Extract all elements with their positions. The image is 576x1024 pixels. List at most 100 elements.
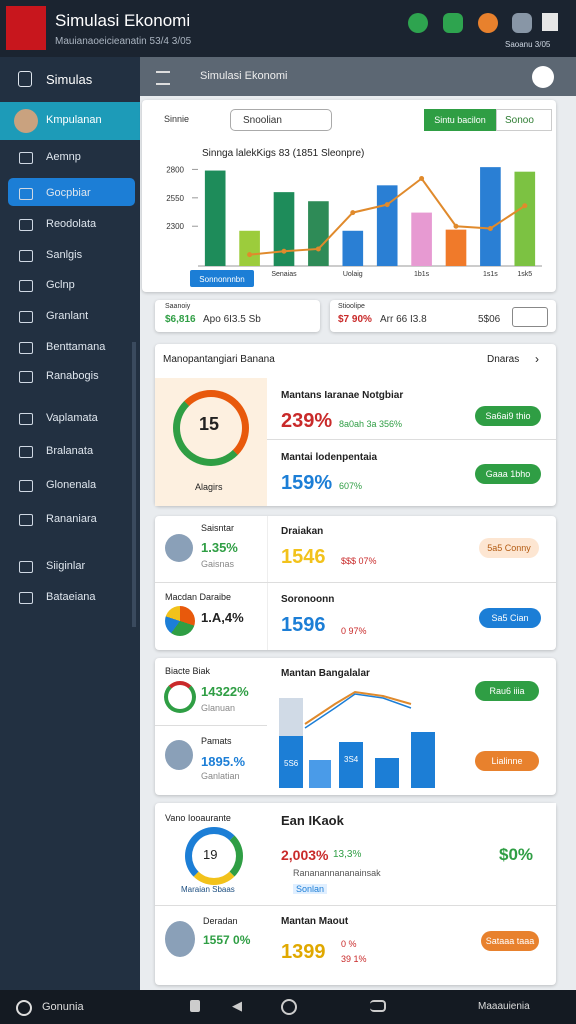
status-icon[interactable]: [408, 13, 428, 33]
profile-row[interactable]: Kmpulanan: [0, 102, 140, 140]
row-button[interactable]: 5a5 Conny: [479, 538, 539, 558]
user-label: Saoanu 3/05: [505, 40, 551, 49]
trend-point: [487, 226, 493, 231]
row-title: Mantans Iaranae Notgbiar: [281, 390, 404, 401]
legend-button[interactable]: [190, 270, 254, 287]
active-item[interactable]: [8, 178, 135, 206]
chart-title: Sinnga lalekKigs 83 (1851 Sleonpre): [202, 148, 364, 159]
filter-button[interactable]: Sintu bacilon: [424, 109, 496, 131]
menu-item[interactable]: Rananiara: [46, 513, 97, 525]
divider: [155, 582, 556, 583]
select-dropdown[interactable]: Sonoo: [496, 109, 552, 131]
row-name: Saisntar: [201, 523, 235, 533]
row-button[interactable]: Gaaa 1bho: [475, 464, 541, 484]
row-button[interactable]: Sa5 Cian: [479, 608, 541, 628]
mini-bar-label: 5S6: [284, 759, 299, 768]
user-icon[interactable]: [532, 66, 554, 88]
footer-icon: [16, 1000, 32, 1016]
filter-detail: Apo 6I3.5 Sb: [203, 314, 261, 325]
nav-back[interactable]: ◀: [232, 998, 242, 1013]
footer-right: Maaauienia: [478, 1001, 530, 1012]
trend-point: [281, 248, 287, 254]
bar: [445, 229, 467, 266]
nav-return[interactable]: [370, 1000, 386, 1012]
row-name: Deradan: [203, 916, 238, 926]
filter-card[interactable]: Saanoiy $6,816 Apo 6I3.5 Sb: [155, 300, 320, 332]
row-big: 1596: [281, 614, 326, 636]
filter-toggle[interactable]: [512, 307, 548, 327]
filter-card[interactable]: Stioolipe $7 90% Arr 66 I3.8 5$06: [330, 300, 556, 332]
divider: [267, 516, 268, 650]
menu-item-icon: [19, 371, 33, 383]
row-big: 1546: [281, 546, 326, 568]
card-title: Manopantangiari Banana: [163, 354, 275, 365]
menu-item-icon: [19, 446, 33, 458]
y-tick-label: 2300: [166, 222, 184, 231]
row-name: Macdan Daraibe: [165, 592, 232, 602]
menu-item[interactable]: Vaplamata: [46, 412, 98, 424]
row-button[interactable]: Sa6ai9 thio: [475, 406, 541, 426]
trend-point: [384, 202, 390, 208]
menu-item[interactable]: Gocpbiar: [46, 187, 91, 199]
card-b: Saisntar 1.35% Gaisnas Draiakan 1546 $$$…: [155, 516, 556, 650]
menu-item[interactable]: Bralanata: [46, 445, 94, 457]
row-small: 39 1%: [341, 954, 367, 964]
mini-bar: [309, 760, 331, 788]
row-button[interactable]: Rau6 iiia: [475, 681, 539, 701]
row-change: 13,3%: [333, 849, 362, 860]
card-title: Mantan Bangalalar: [281, 668, 370, 679]
row-name: Pamats: [201, 736, 232, 746]
chevron[interactable]: ›: [535, 352, 539, 366]
donut-label: Alagirs: [195, 482, 223, 492]
filter-value: $7 90%: [338, 314, 372, 325]
menu-item-icon: [19, 250, 33, 262]
menu-item[interactable]: Ranabogis: [46, 370, 99, 382]
filter-label: Saanoiy: [165, 303, 191, 310]
bar: [480, 167, 501, 266]
settings-icon[interactable]: [512, 13, 532, 33]
chat-icon[interactable]: [443, 13, 463, 33]
row-button[interactable]: Lialinne: [475, 751, 539, 771]
row-detail: Gaisnas: [201, 559, 235, 569]
x-tick-label: Uolaig: [343, 271, 363, 278]
nav-home[interactable]: [281, 999, 297, 1015]
divider: [155, 725, 267, 726]
menu-item[interactable]: Granlant: [46, 310, 89, 322]
toolbar-label: Sinnie: [164, 114, 190, 124]
divider: [155, 905, 556, 906]
x-tick-label: 1sk5: [517, 271, 532, 278]
menu-item[interactable]: Sanlgis: [46, 249, 83, 261]
card-link[interactable]: Dnaras: [487, 354, 520, 365]
menu-item-icon: [19, 280, 33, 292]
menu-item[interactable]: Siiginlar: [46, 560, 86, 572]
right-value: $0%: [499, 845, 534, 864]
menu-item[interactable]: Benttamana: [46, 341, 106, 353]
search-input[interactable]: Snoolian: [230, 109, 332, 131]
menu-item[interactable]: Reodolata: [46, 218, 97, 230]
donut-value: 19: [203, 847, 218, 862]
calendar-icon[interactable]: [542, 13, 558, 31]
chart-card: Sinnie Snoolian Sintu bacilon Sonoo Sinn…: [142, 100, 556, 292]
card-a: Manopantangiari Banana Dnaras › 15 Alagi…: [155, 344, 556, 506]
top-bar-title: Simulasi Ekonomi: [200, 70, 288, 82]
menu-item[interactable]: Aemnp: [46, 151, 81, 163]
row-button[interactable]: Sataaa taaa: [481, 931, 539, 951]
trend-point: [453, 223, 459, 229]
hamburger[interactable]: [156, 71, 170, 85]
menu-item[interactable]: Glonenala: [46, 479, 97, 491]
mini-line: [304, 693, 412, 729]
menu-item[interactable]: Bataeiana: [46, 591, 96, 603]
filter-label: Stioolipe: [338, 303, 365, 310]
row-value: 14322%: [201, 684, 249, 699]
row-value: 1.A,4%: [201, 610, 244, 625]
row-big: 1399: [281, 941, 326, 963]
nav-recent[interactable]: [190, 1000, 200, 1012]
mini-bar-label: 3S4: [344, 755, 359, 764]
sidebar-heading: Simulas: [46, 72, 93, 87]
row-detail: Glanuan: [201, 703, 236, 713]
bottom-bar: Gonunia ◀ Maaauienia: [0, 990, 576, 1024]
menu-item[interactable]: Gclnp: [46, 279, 75, 291]
row-value: 1.35%: [201, 540, 238, 555]
alert-icon[interactable]: [478, 13, 498, 33]
x-tick-label: 1b1s: [414, 271, 430, 278]
